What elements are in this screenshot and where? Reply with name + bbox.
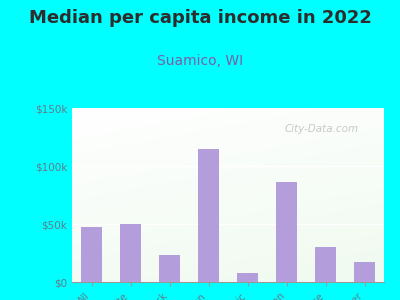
Bar	[159, 255, 180, 282]
Bar	[315, 247, 336, 282]
Bar	[198, 148, 219, 282]
Bar	[276, 182, 297, 282]
Text: Median per capita income in 2022: Median per capita income in 2022	[28, 9, 372, 27]
Text: Suamico, WI: Suamico, WI	[157, 54, 243, 68]
Bar	[237, 273, 258, 282]
Bar	[354, 262, 375, 282]
Bar	[120, 224, 141, 282]
Bar	[81, 227, 102, 282]
Text: City-Data.com: City-Data.com	[284, 124, 358, 134]
